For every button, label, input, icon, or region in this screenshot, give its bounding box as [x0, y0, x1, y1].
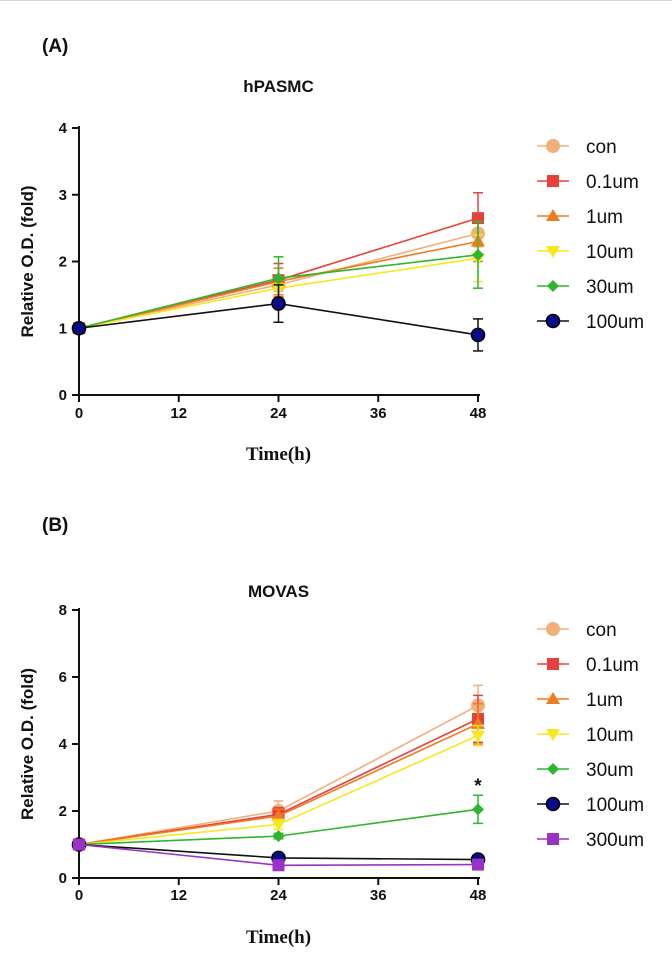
- x-axis-label: Time(h): [246, 927, 311, 948]
- data-point: [470, 327, 486, 343]
- legend-marker: [546, 729, 560, 741]
- legend-item-10um: 10um: [537, 725, 634, 746]
- data-point: [271, 296, 286, 311]
- panel-label-b: (B): [42, 515, 69, 536]
- x-tick-label: 12: [170, 405, 187, 422]
- series-100um: [71, 284, 486, 352]
- data-point: [73, 838, 85, 851]
- legend-marker: [545, 313, 561, 329]
- x-tick-label: 48: [470, 887, 487, 904]
- legend-label: 0.1um: [586, 172, 639, 193]
- legend-label: 30um: [586, 277, 634, 298]
- top-divider-line: [0, 0, 672, 1]
- series-300um: [73, 838, 484, 872]
- legend-marker: [546, 622, 560, 636]
- chart-title: hPASMC: [243, 77, 314, 96]
- significance-marker: *: [474, 776, 482, 797]
- y-tick-label: 2: [59, 803, 67, 820]
- y-tick-label: 4: [59, 736, 68, 753]
- legend-marker: [546, 139, 560, 153]
- x-tick-label: 48: [470, 405, 487, 422]
- legend-marker: [547, 175, 559, 187]
- y-tick-label: 0: [59, 870, 67, 887]
- legend-label: 100um: [586, 795, 644, 816]
- data-point: [272, 859, 285, 872]
- x-axis-label: Time(h): [246, 444, 311, 465]
- legend-item-con: con: [537, 137, 617, 158]
- legend-item-0.1um: 0.1um: [537, 655, 639, 676]
- legend-marker: [547, 280, 559, 292]
- data-point: [472, 858, 484, 871]
- legend-label: 100um: [586, 312, 644, 333]
- data-point: [272, 272, 285, 285]
- legend-marker: [546, 246, 560, 258]
- legend-item-1um: 1um: [537, 690, 623, 711]
- x-tick-label: 0: [75, 405, 83, 422]
- y-tick-label: 0: [59, 387, 67, 404]
- data-point: [472, 248, 484, 261]
- x-tick-label: 36: [370, 887, 387, 904]
- legend-marker: [547, 763, 559, 775]
- y-tick-label: 8: [59, 602, 67, 619]
- legend-label: 1um: [586, 690, 623, 711]
- x-tick-label: 24: [270, 405, 287, 422]
- y-tick-label: 4: [59, 120, 68, 137]
- legend-marker: [546, 209, 560, 221]
- data-point: [472, 803, 484, 816]
- y-tick-label: 3: [59, 187, 67, 204]
- y-tick-label: 6: [59, 669, 67, 686]
- chart-title: MOVAS: [248, 582, 309, 601]
- y-axis-label: Relative O.D. (fold): [18, 185, 37, 337]
- panel-label-a: (A): [42, 36, 69, 57]
- legend-label: 30um: [586, 760, 634, 781]
- y-tick-label: 1: [59, 320, 67, 337]
- legend-marker: [546, 692, 560, 704]
- legend-label: 10um: [586, 242, 634, 263]
- data-point: [471, 730, 485, 743]
- legend-marker: [545, 796, 561, 812]
- legend-label: con: [586, 137, 617, 158]
- legend-marker: [547, 658, 559, 670]
- data-point: [272, 830, 285, 843]
- data-point: [271, 809, 286, 822]
- legend-marker: [547, 833, 559, 845]
- legend-item-30um: 30um: [537, 277, 634, 298]
- legend-label: 1um: [586, 207, 623, 228]
- y-axis-label: Relative O.D. (fold): [18, 668, 37, 820]
- x-tick-label: 0: [75, 887, 83, 904]
- legend-item-100um: 100um: [537, 312, 644, 333]
- y-tick-label: 2: [59, 254, 67, 271]
- legend-item-300um: 300um: [537, 830, 644, 851]
- x-tick-label: 24: [270, 887, 287, 904]
- data-point: [71, 320, 87, 336]
- legend-label: 300um: [586, 830, 644, 851]
- legend-item-10um: 10um: [537, 242, 634, 263]
- legend-label: 10um: [586, 725, 634, 746]
- legend-item-con: con: [537, 620, 617, 641]
- legend-item-30um: 30um: [537, 760, 634, 781]
- legend-item-100um: 100um: [537, 795, 644, 816]
- legend-label: 0.1um: [586, 655, 639, 676]
- data-point: [271, 819, 286, 832]
- legend-item-1um: 1um: [537, 207, 623, 228]
- x-tick-label: 12: [170, 887, 187, 904]
- x-tick-label: 36: [370, 405, 387, 422]
- legend-item-0.1um: 0.1um: [537, 172, 639, 193]
- legend-label: con: [586, 620, 617, 641]
